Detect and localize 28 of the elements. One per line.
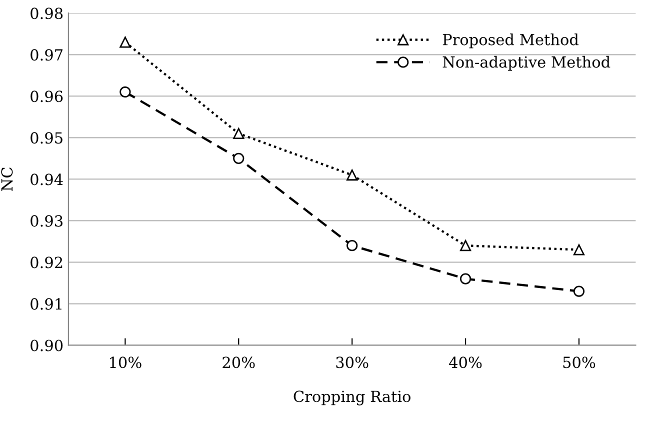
x-tick-label: 20% [222,356,255,368]
y-tick-label: 0.97 [30,49,62,61]
point [460,240,472,252]
y-tick-label: 0.94 [30,174,63,186]
point [346,169,358,181]
point [346,240,358,252]
legend-label: Proposed Method [442,34,579,48]
point [120,36,131,48]
point [233,128,244,140]
point [573,286,585,297]
y-tick-label: 0.98 [30,8,63,20]
y-tick-label: 0.90 [30,340,63,352]
point [233,152,244,164]
y-axis-title: NC [1,168,13,191]
point [120,86,131,98]
y-tick-label: 0.95 [30,132,62,144]
x-tick-label: 10% [110,356,142,368]
point [460,273,472,284]
y-tick-label: 0.96 [30,90,63,102]
point [573,244,585,256]
x-tick-label: 30% [336,356,368,368]
y-tick-label: 0.93 [30,215,62,227]
y-tick-label: 0.92 [30,256,62,268]
legend-label: Non-adaptive Method [442,56,610,71]
y-tick-label: 0.91 [30,298,62,310]
x-tick-label: 50% [563,356,596,368]
x-axis-title: Cropping Ratio [294,390,410,406]
x-tick-label: 40% [449,356,482,368]
